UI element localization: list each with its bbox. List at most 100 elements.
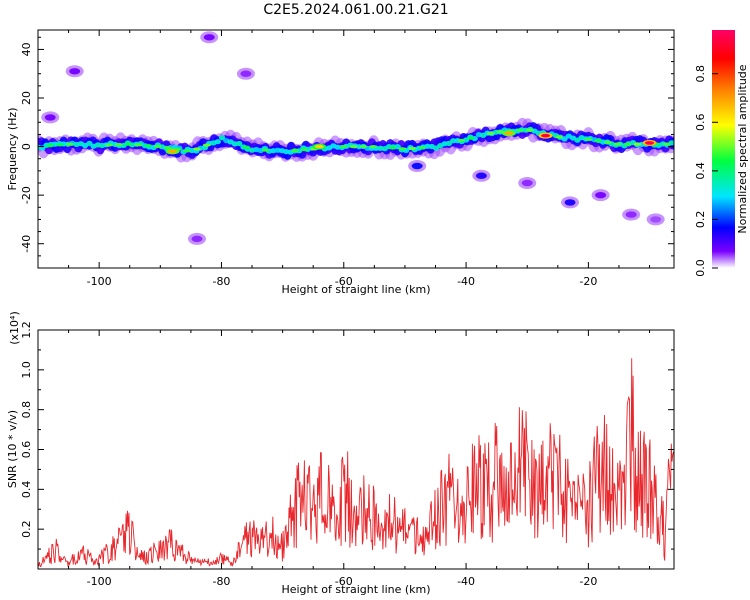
heat-streak [183, 149, 192, 153]
heat-hotspot [645, 141, 655, 145]
heat-streak [594, 139, 603, 143]
spectrogram-heat [38, 31, 674, 245]
heat-hotspot [504, 131, 514, 136]
x-tick-label: -60 [335, 575, 353, 588]
y-tick-label: 0.8 [20, 401, 33, 419]
spectrogram-ticks: -100 -80 -60 -40 -20 40 20 0 -20 -40 [20, 30, 674, 288]
heat-blob [69, 68, 81, 75]
colorbar-tick-label: 0.8 [694, 65, 707, 83]
heat-streak [339, 144, 348, 149]
spectrogram-panel: -100 -80 -60 -40 -20 40 20 0 -20 -40 Height of st… [6, 29, 675, 296]
heat-streak [202, 143, 211, 147]
snr-ylabel: SNR (10 * v/v) [6, 410, 19, 488]
heat-streak [515, 128, 524, 132]
y-tick-label: 1.0 [20, 361, 33, 379]
colorbar-tick-label: 0.2 [694, 211, 707, 229]
heat-hotspot [541, 133, 551, 138]
heat-streak [662, 142, 671, 146]
colorbar-tick-label: 0.6 [694, 114, 707, 131]
snr-xlabel: Height of straight line (km) [281, 583, 430, 596]
snr-plot-area [38, 358, 674, 567]
y-tick-label: 0 [20, 143, 33, 150]
heat-streak [408, 146, 417, 151]
heat-streak [623, 142, 632, 146]
heat-streak [261, 148, 270, 152]
heat-blob [564, 199, 576, 206]
spectrogram-ylabel: Frequency (Hz) [6, 108, 19, 191]
heat-streak [56, 143, 65, 147]
colorbar-tick-label: 0.0 [694, 259, 707, 277]
x-tick-label: -60 [335, 275, 353, 288]
spectrogram-frame [37, 29, 675, 269]
heat-streak [65, 142, 74, 146]
heat-hotspot [168, 149, 178, 154]
heat-streak [603, 140, 612, 144]
heat-streak [193, 147, 201, 151]
spectrogram-xlabel: Height of straight line (km) [281, 283, 430, 296]
heat-streak [349, 144, 358, 149]
colorbar-label: Normalized spectral amplitude [736, 64, 749, 233]
heat-streak [398, 147, 407, 151]
heat-streak [46, 144, 55, 148]
heat-streak [163, 146, 172, 150]
y-tick-label: 0.2 [20, 520, 33, 538]
heat-core [218, 135, 226, 141]
y-tick-label: 20 [20, 91, 33, 105]
x-tick-label: -40 [457, 575, 475, 588]
colorbar: 0.0 0.2 0.4 0.6 0.8 Normalized spectral ampl… [694, 30, 749, 277]
snr-scale-label: (x10⁴) [8, 311, 21, 345]
heat-streak [104, 143, 113, 147]
x-tick-label: -80 [212, 275, 230, 288]
heat-streak [300, 148, 309, 152]
colorbar-tick-label: 0.4 [694, 162, 707, 180]
heat-core [86, 140, 93, 147]
y-tick-label: 0.6 [20, 441, 33, 459]
x-tick-label: -20 [579, 575, 597, 588]
heat-streak [369, 144, 378, 149]
y-tick-label: -40 [20, 235, 33, 253]
x-tick-label: -40 [457, 275, 475, 288]
x-tick-label: -100 [87, 575, 112, 588]
heat-blob [595, 191, 607, 199]
heat-blob [411, 162, 423, 170]
heat-streak [144, 144, 153, 148]
heat-blob [44, 114, 56, 121]
heat-streak [486, 131, 495, 136]
heat-blob [650, 216, 662, 223]
heat-blob [240, 70, 252, 77]
chart-title: C2E5.2024.061.00.21.G21 [263, 2, 448, 18]
x-tick-label: -20 [579, 275, 597, 288]
heat-streak [388, 146, 397, 150]
x-tick-label: -80 [212, 575, 230, 588]
heat-streak [466, 136, 475, 140]
heat-blob [521, 179, 533, 187]
heat-blob [625, 211, 637, 218]
heat-streak [555, 135, 564, 139]
x-tick-label: -100 [87, 275, 112, 288]
heat-hotspot [314, 144, 324, 149]
heat-streak [457, 138, 466, 143]
y-tick-label: 1.2 [20, 321, 33, 339]
y-tick-label: -20 [20, 186, 33, 204]
heat-blob [191, 235, 203, 243]
y-tick-label: 0.4 [20, 481, 33, 499]
heat-streak [290, 148, 299, 153]
snr-ticks: -100 -80 -60 -40 -20 0.2 0.4 0.6 0.8 1.0 1.2 [20, 321, 674, 588]
heat-streak [613, 142, 622, 146]
heat-core [214, 139, 221, 145]
heat-blob [475, 172, 487, 179]
heat-streak [633, 142, 642, 146]
heat-blob [203, 34, 215, 41]
heat-streak [241, 145, 250, 149]
heat-streak [134, 143, 143, 147]
snr-series-line [38, 358, 674, 567]
y-tick-label: 40 [20, 42, 33, 56]
heat-core [235, 140, 243, 147]
colorbar-strip [712, 30, 735, 268]
heat-streak [359, 144, 368, 149]
heat-streak [153, 144, 162, 148]
heat-streak [584, 137, 593, 141]
colorbar-ticks: 0.0 0.2 0.4 0.6 0.8 [694, 65, 718, 277]
heat-core [561, 136, 568, 142]
